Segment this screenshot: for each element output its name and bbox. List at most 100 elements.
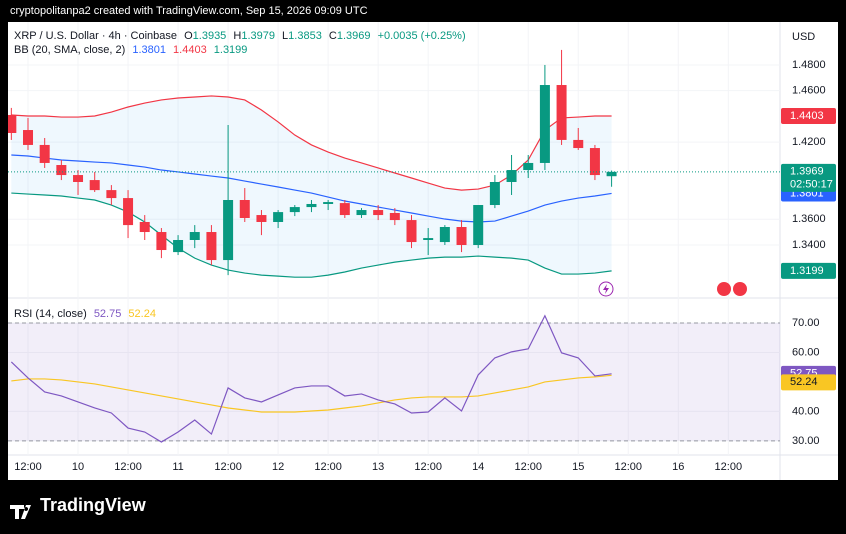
rsi-line <box>10 314 612 443</box>
bb-line <box>11 154 612 223</box>
flag-icon[interactable] <box>717 282 731 296</box>
ohlc-label: C <box>329 30 337 42</box>
candle-body <box>89 180 100 191</box>
candle-body <box>389 212 400 221</box>
candle-body <box>239 199 250 219</box>
candle-body <box>156 232 167 251</box>
candle-body <box>373 210 384 216</box>
ohlc-value: 1.3969 <box>337 30 371 42</box>
price-tag <box>781 108 836 125</box>
bb-line <box>11 192 612 278</box>
candle-body <box>356 210 367 216</box>
change: +0.0035 (+0.25%) <box>378 30 466 42</box>
candle-body <box>556 85 567 140</box>
ohlc-value: 1.3935 <box>193 30 227 42</box>
value-tag-label: 52.24 <box>790 376 818 388</box>
logo-mark <box>10 505 31 519</box>
y-tick-label: 40.00 <box>792 405 820 417</box>
rsi-line <box>11 374 612 413</box>
candle-body <box>323 202 334 204</box>
credit: cryptopolitanpa2 created with TradingVie… <box>10 5 368 17</box>
symbol: XRP / U.S. Dollar · 4h · Coinbase <box>14 30 177 42</box>
candle-body <box>173 239 184 253</box>
price-tag <box>781 262 836 279</box>
candle-body <box>406 220 417 243</box>
plot-area <box>8 22 780 455</box>
candle-body <box>39 144 50 163</box>
candle-body <box>539 85 550 163</box>
indicator: BB (20, SMA, close, 2) <box>14 44 125 56</box>
x-tick-label: 11 <box>172 461 183 473</box>
candle-body <box>606 171 617 177</box>
x-tick-label: 12:00 <box>314 461 342 473</box>
x-tick-label: 10 <box>72 461 84 473</box>
y-tick-label: 30.00 <box>792 435 820 447</box>
x-tick-label: 15 <box>572 461 584 473</box>
value-tag <box>781 374 836 391</box>
x-tick-label: 12:00 <box>114 461 142 473</box>
y-tick-label: 1.4800 <box>792 59 826 71</box>
candle-body <box>73 175 84 182</box>
legend-main: XRP / U.S. Dollar · 4h · Coinbase O1.393… <box>14 30 466 42</box>
legend-bb: BB (20, SMA, close, 2) 1.3801 1.4403 1.3… <box>14 44 247 56</box>
candle-body <box>423 238 434 240</box>
candle-body <box>489 181 500 206</box>
price-tag-label: 1.3199 <box>790 265 824 277</box>
x-tick-label: 12:00 <box>214 461 242 473</box>
rsi-band <box>8 322 780 441</box>
candle-body <box>223 199 234 261</box>
candle-body <box>339 203 350 216</box>
ohlc-label: H <box>233 30 241 42</box>
x-tick-label: 16 <box>672 461 684 473</box>
candle-body <box>189 232 200 240</box>
candle-body <box>273 212 284 222</box>
candle-body <box>256 215 267 222</box>
x-tick-label: 12:00 <box>14 461 42 473</box>
brand: TradingView <box>40 495 147 515</box>
rsi-value: 52.24 <box>128 308 156 320</box>
candle-body <box>589 148 600 176</box>
x-tick-label: 12:00 <box>715 461 743 473</box>
candle-body <box>56 165 67 176</box>
overlay: 1.4800 1.4600 1.4200 1.3600 1.3400 70.00 60.00… <box>14 59 836 473</box>
candle-body <box>523 162 534 171</box>
y-tick-label: 60.00 <box>792 346 820 358</box>
legend-rsi: RSI (14, close) 52.75 52.24 <box>14 308 156 320</box>
y-tick-label: 1.4600 <box>792 85 826 97</box>
x-tick-label: 13 <box>372 461 384 473</box>
ohlc-label: L <box>282 30 288 42</box>
ohlc-value: 1.3853 <box>288 30 322 42</box>
flag-icon[interactable] <box>733 282 747 296</box>
candle-body <box>306 203 317 208</box>
x-tick-label: 12:00 <box>414 461 442 473</box>
candle-body <box>506 170 517 182</box>
x-tick-label: 12 <box>272 461 284 473</box>
candle-body <box>456 227 467 246</box>
y-tick-label: 1.3600 <box>792 213 826 225</box>
ohlc-label: O <box>184 30 193 42</box>
x-tick-label: 12:00 <box>514 461 542 473</box>
candle-body <box>573 139 584 149</box>
candle-body <box>123 198 134 226</box>
x-tick-label: 14 <box>472 461 484 473</box>
x-tick-label: 12:00 <box>615 461 643 473</box>
countdown: 02:50:17 <box>790 179 833 191</box>
currency: USD <box>792 31 815 43</box>
price-tag-label: 1.4403 <box>790 110 824 122</box>
rsi-value: 52.75 <box>94 308 122 320</box>
y-tick-label: 1.4200 <box>792 136 826 148</box>
bb-value: 1.3199 <box>214 44 248 56</box>
indicator: RSI (14, close) <box>14 308 87 320</box>
chart-panel <box>8 22 838 480</box>
ohlc-value: 1.3979 <box>241 30 275 42</box>
candle-body <box>206 232 217 261</box>
y-tick-label: 1.3400 <box>792 239 826 251</box>
candle-body <box>439 227 450 243</box>
price-tag <box>781 163 836 192</box>
candle-body <box>106 190 117 199</box>
bb-value: 1.3801 <box>132 44 166 56</box>
lightning <box>603 284 609 294</box>
bb-value: 1.4403 <box>173 44 207 56</box>
candle-body <box>8 114 17 133</box>
